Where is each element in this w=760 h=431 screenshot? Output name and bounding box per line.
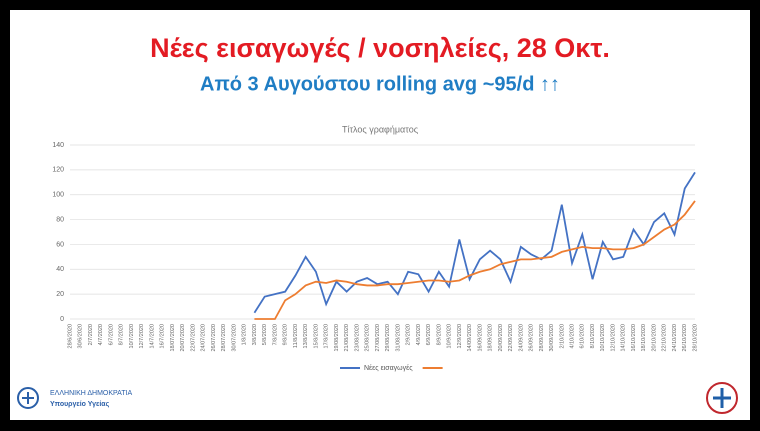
x-tick-label: 24/09/2020 [518, 324, 524, 352]
x-tick-label: 12/9/2020 [457, 324, 463, 348]
subtitle: Από 3 Αυγούστου rolling avg ~95/d ↑↑ [200, 73, 560, 95]
x-tick-label: 14/09/2020 [467, 324, 473, 352]
x-tick-label: 12/7/2020 [139, 324, 145, 348]
x-tick-label: 28/07/2020 [221, 324, 227, 352]
x-tick-label: 15/8/2020 [313, 324, 319, 348]
x-tick-label: 8/10/2020 [590, 324, 596, 348]
x-tick-label: 30/07/2020 [231, 324, 237, 352]
x-tick-label: 4/9/2020 [416, 324, 422, 345]
x-tick-label: 14/7/2020 [149, 324, 155, 348]
y-tick-label: 120 [52, 167, 64, 174]
y-tick-label: 80 [56, 216, 64, 223]
legend-label: Νέες εισαγωγές [364, 364, 413, 372]
footer-logo [17, 387, 39, 409]
x-tick-label: 26/07/2020 [211, 324, 217, 352]
x-tick-label: 20/07/2020 [180, 324, 186, 352]
x-tick-label: 4/7/2020 [98, 324, 104, 345]
ems-logo [706, 382, 738, 414]
x-tick-label: 18/07/2020 [170, 324, 176, 352]
x-tick-label: 20/09/2020 [498, 324, 504, 352]
x-tick-label: 9/8/2020 [283, 324, 289, 345]
x-tick-label: 10/7/2020 [129, 324, 135, 348]
x-tick-label: 6/9/2020 [426, 324, 432, 345]
x-tick-label: 5/8/2020 [262, 324, 268, 345]
x-tick-label: 22/09/2020 [508, 324, 514, 352]
y-tick-label: 40 [56, 266, 64, 273]
x-tick-label: 8/9/2020 [436, 324, 442, 345]
x-tick-label: 16/7/2020 [160, 324, 166, 348]
footer-ministry: Υπουργείο Υγείας [50, 401, 110, 408]
x-tick-label: 2/7/2020 [88, 324, 94, 345]
x-tick-label: 16/09/2020 [477, 324, 483, 352]
x-tick-label: 4/10/2020 [570, 324, 576, 348]
x-tick-label: 16/10/2020 [631, 324, 637, 352]
x-tick-label: 18/10/2020 [641, 324, 647, 352]
x-tick-label: 30/09/2020 [549, 324, 555, 352]
x-tick-label: 28/10/2020 [692, 324, 698, 352]
x-tick-label: 12/10/2020 [610, 324, 616, 352]
x-tick-label: 8/7/2020 [119, 324, 125, 345]
x-tick-label: 26/09/2020 [529, 324, 535, 352]
x-tick-label: 10/10/2020 [600, 324, 606, 352]
x-tick-label: 11/8/2020 [293, 324, 299, 348]
x-tick-label: 18/09/2020 [488, 324, 494, 352]
x-tick-label: 24/10/2020 [672, 324, 678, 352]
chart-title: Τίτλος γραφήματος [342, 124, 419, 134]
x-tick-label: 3/8/2020 [252, 324, 258, 345]
x-tick-label: 17/8/2020 [324, 324, 330, 348]
x-tick-label: 22/07/2020 [190, 324, 196, 352]
x-tick-label: 23/08/2020 [354, 324, 360, 352]
x-tick-label: 19/08/2020 [334, 324, 340, 352]
x-tick-label: 2/10/2020 [559, 324, 565, 348]
x-tick-label: 14/10/2020 [621, 324, 627, 352]
x-tick-label: 20/10/2020 [651, 324, 657, 352]
x-tick-label: 25/08/2020 [365, 324, 371, 352]
x-tick-label: 30/6/2020 [78, 324, 84, 348]
x-tick-label: 2/9/2020 [406, 324, 412, 345]
x-tick-label: 31/08/2020 [395, 324, 401, 352]
x-tick-label: 10/9/2020 [447, 324, 453, 348]
x-tick-label: 28/6/2020 [67, 324, 73, 348]
slide-bg [10, 10, 750, 420]
x-tick-label: 21/08/2020 [344, 324, 350, 352]
x-tick-label: 28/09/2020 [539, 324, 545, 352]
y-tick-label: 100 [52, 192, 64, 199]
y-tick-label: 20 [56, 291, 64, 298]
x-tick-label: 22/10/2020 [662, 324, 668, 352]
x-tick-label: 24/07/2020 [201, 324, 207, 352]
series-line [253, 171, 696, 314]
series-line [254, 200, 696, 320]
y-tick-label: 0 [60, 316, 64, 323]
y-tick-label: 60 [56, 241, 64, 248]
title: Νέες εισαγωγές / νοσηλείες, 28 Οκτ. [150, 33, 610, 63]
x-tick-label: 6/7/2020 [108, 324, 114, 345]
x-tick-label: 6/10/2020 [580, 324, 586, 348]
x-tick-label: 27/08/2020 [375, 324, 381, 352]
x-tick-label: 29/08/2020 [385, 324, 391, 352]
x-tick-label: 7/8/2020 [272, 324, 278, 345]
footer-org: ΕΛΛΗΝΙΚΗ ΔΗΜΟΚΡΑΤΙΑ [50, 390, 133, 397]
x-tick-label: 13/8/2020 [303, 324, 309, 348]
x-tick-label: 1/8/2020 [242, 324, 248, 345]
y-tick-label: 140 [52, 142, 64, 149]
x-tick-label: 26/10/2020 [682, 324, 688, 352]
